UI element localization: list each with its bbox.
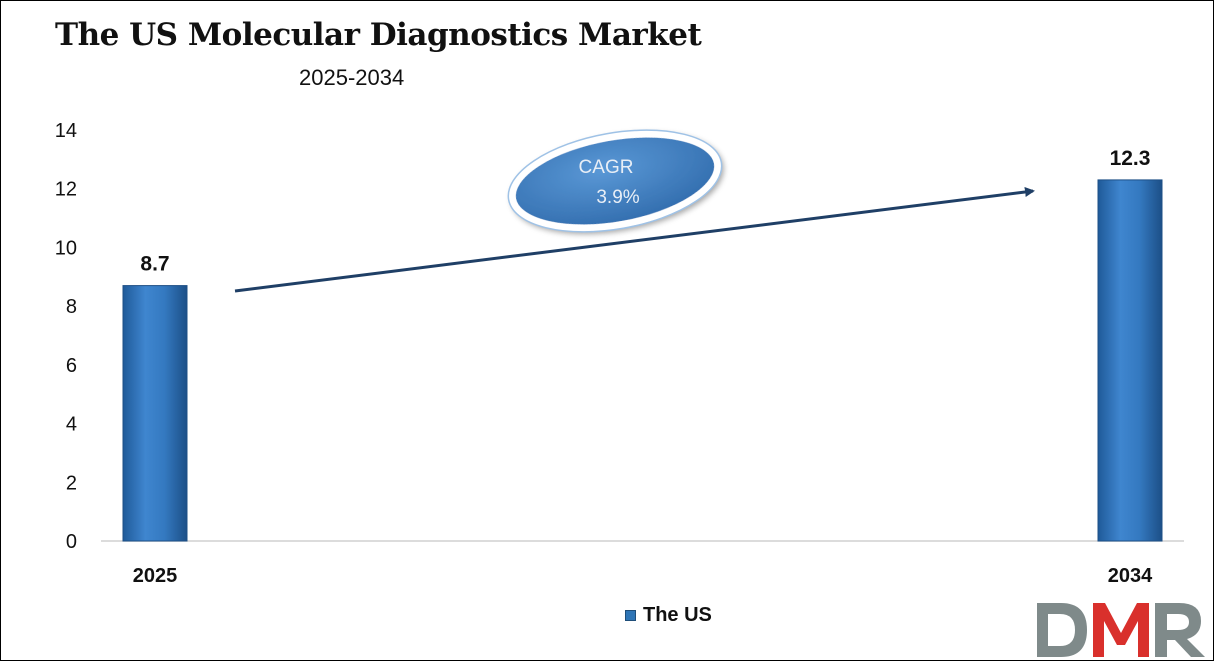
bar-2025 — [122, 285, 188, 542]
legend: The US — [625, 604, 712, 627]
y-tick-label: 4 — [66, 414, 77, 436]
legend-swatch — [625, 610, 636, 621]
data-label: 12.3 — [1110, 147, 1151, 170]
cagr-annotation: CAGR 3.9% — [507, 129, 723, 233]
y-tick-label: 6 — [66, 355, 77, 377]
bar-2034 — [1097, 179, 1163, 542]
y-tick-label: 2 — [66, 472, 77, 494]
logo-letter-r — [1155, 603, 1205, 657]
logo-letter-m — [1093, 603, 1149, 657]
chart-subtitle: 2025-2034 — [299, 65, 405, 90]
cagr-ellipse — [508, 130, 722, 232]
x-axis: 2025 2034 — [133, 565, 1153, 587]
y-tick-label: 8 — [66, 296, 77, 318]
dmr-logo — [1037, 603, 1205, 657]
x-tick-label: 2034 — [1108, 565, 1153, 587]
logo-letter-d — [1037, 603, 1087, 657]
legend-label: The US — [643, 604, 712, 626]
chart-title: The US Molecular Diagnostics Market — [55, 17, 702, 53]
growth-arrow — [234, 187, 1035, 293]
cagr-ellipse-outline — [507, 129, 723, 233]
x-tick-label: 2025 — [133, 565, 178, 587]
y-axis: 0 2 4 6 8 10 12 14 — [55, 120, 77, 553]
y-tick-label: 12 — [55, 179, 77, 201]
cagr-label: CAGR — [579, 157, 634, 178]
bars-group — [122, 179, 1163, 542]
cagr-value: 3.9% — [596, 187, 639, 208]
data-labels: 8.7 12.3 — [140, 147, 1150, 276]
y-tick-label: 0 — [66, 531, 77, 553]
y-tick-label: 10 — [55, 237, 77, 259]
y-tick-label: 14 — [55, 120, 77, 142]
data-label: 8.7 — [140, 253, 169, 276]
